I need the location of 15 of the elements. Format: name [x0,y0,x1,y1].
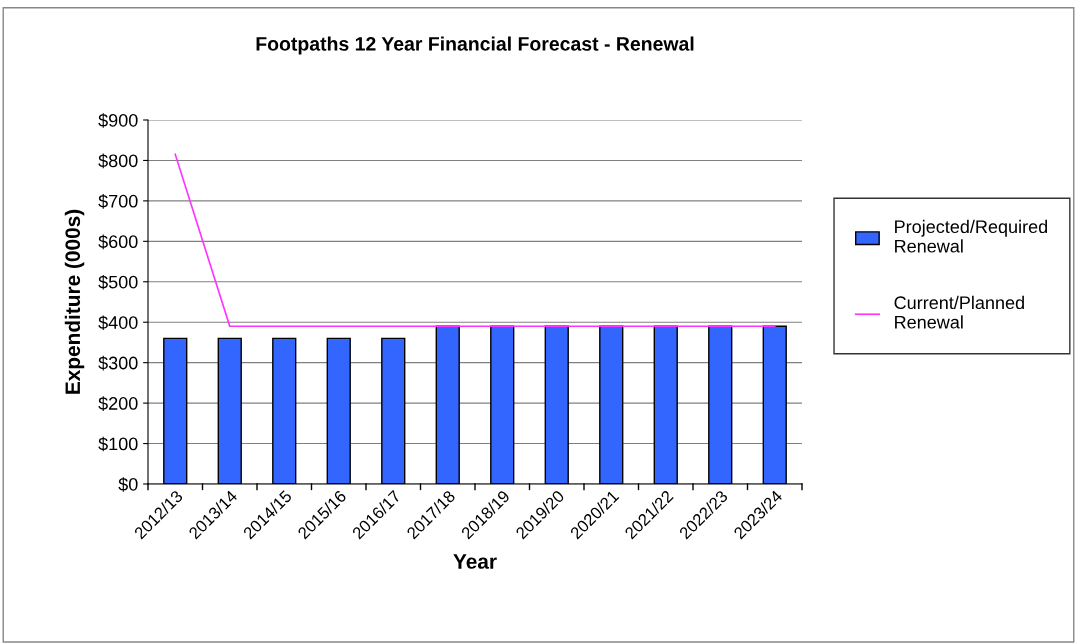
y-axis-title: Expenditure (000s) [64,209,85,394]
y-tick-label: $100 [98,436,138,452]
legend-label: Current/Planned Renewal [894,295,1024,329]
y-tick-label: $600 [98,234,138,250]
legend-label: Projected/Required Renewal [895,219,1048,253]
y-tick-label: $900 [98,113,138,128]
y-tick-label: $0 [118,477,138,492]
y-tick-label: $800 [98,153,138,169]
y-tick-label: $700 [98,194,138,209]
y-tick-label: $500 [98,274,138,290]
y-tick-label: $300 [98,355,138,371]
y-tick-label: $200 [98,396,138,411]
x-axis-title: Year [453,554,497,569]
chart-title: Footpaths 12 Year Financial Forecast - Renewal [256,36,694,55]
y-tick-label: $400 [98,315,138,331]
